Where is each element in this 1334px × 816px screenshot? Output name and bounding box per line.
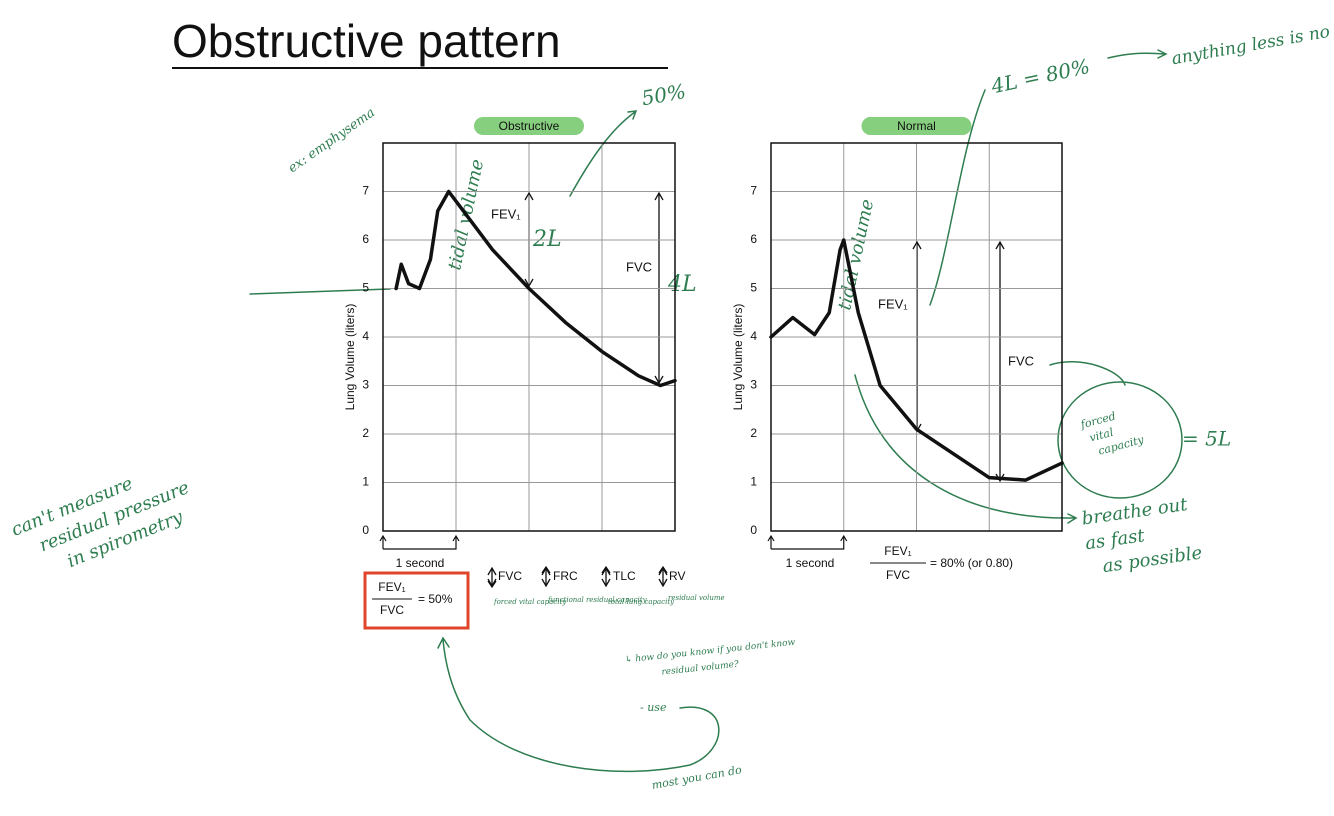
note: ex: emphysema: [286, 105, 378, 176]
y-axis-label: Lung Volume (liters): [343, 304, 357, 411]
plot-frame: [382, 142, 676, 532]
chart-title: Normal: [897, 119, 936, 133]
y-tick-label: 5: [750, 281, 757, 295]
indicators: FVC FRC TLC RV forced vital capacity fun…: [487, 565, 725, 606]
y-axis-label: Lung Volume (liters): [731, 304, 745, 411]
y-tick-label: 7: [362, 184, 369, 198]
y-tick-label: 0: [750, 523, 757, 537]
fev1-label: FEV₁: [878, 296, 908, 311]
arrow-head: [995, 240, 1005, 483]
indicator: RV: [669, 569, 685, 583]
y-tick-label: 6: [362, 232, 369, 246]
y-tick-label: 2: [362, 426, 369, 440]
data-line: [769, 238, 1064, 482]
indicator-note: functional residual capacity: [547, 596, 648, 604]
pointer: [1049, 361, 1126, 386]
arrow-head: [541, 566, 551, 588]
note: 50%: [640, 79, 688, 110]
time-bracket: [767, 534, 848, 550]
chart-title: Obstructive: [499, 119, 560, 133]
fvc-label: FVC: [626, 259, 652, 274]
indicator-note: total lung capacity: [608, 598, 675, 606]
pointer: [1107, 49, 1168, 59]
pointer: [249, 288, 391, 295]
indicator: FRC: [553, 569, 578, 583]
arrow-head: [654, 191, 664, 385]
y-tick-label: 6: [750, 232, 757, 246]
y-tick-label: 4: [750, 329, 757, 343]
data-line: [394, 189, 677, 388]
note: as fast: [1084, 525, 1147, 554]
ratio-numerator: FEV₁: [378, 580, 405, 594]
pointer: [929, 89, 986, 306]
arrow-head: [487, 566, 497, 588]
y-tick-label: 3: [362, 378, 369, 392]
note: 4L = 80%: [988, 54, 1092, 98]
y-tick-label: 1: [750, 475, 757, 489]
indicator: FVC: [498, 569, 522, 583]
time-bracket: [379, 534, 460, 550]
note-circle: [1057, 381, 1183, 499]
arrow-head: [658, 566, 668, 588]
y-tick-label: 7: [750, 184, 757, 198]
arrow-head: [524, 191, 534, 288]
y-tick-label: 5: [362, 281, 369, 295]
fvc-label: FVC: [1008, 353, 1034, 368]
y-tick-label: 4: [362, 329, 369, 343]
arrow-head: [912, 240, 922, 433]
y-tick-label: 1: [362, 475, 369, 489]
indicator: TLC: [613, 569, 636, 583]
note: - use: [640, 701, 667, 714]
note: residual volume?: [661, 660, 739, 678]
note: = 5L: [1182, 427, 1231, 451]
y-tick-label: 2: [750, 426, 757, 440]
y-tick-label: 0: [362, 523, 369, 537]
note: breathe out: [1080, 494, 1189, 530]
note: anything less is no good: [1170, 14, 1334, 70]
note: ↳ how do you know if you don't know: [625, 638, 797, 666]
time-label: 1 second: [396, 556, 445, 570]
pointer: [569, 110, 638, 197]
y-tick-label: 3: [750, 378, 757, 392]
fev1-label: FEV₁: [491, 206, 521, 221]
page-title: Obstructive pattern: [172, 15, 561, 67]
ratio-result: = 50%: [418, 592, 453, 606]
indicator-note: residual volume: [668, 594, 725, 602]
note: most you can do: [651, 763, 743, 792]
ratio-numerator: FEV₁: [884, 544, 911, 558]
note: 4L: [667, 272, 697, 297]
ratio-denominator: FVC: [886, 568, 910, 582]
time-label: 1 second: [786, 556, 835, 570]
note: vital: [1088, 426, 1115, 445]
pointer: [437, 636, 720, 773]
arrow-head: [601, 566, 611, 588]
highlight-box: [363, 571, 470, 630]
indicator-note: forced vital capacity: [493, 598, 567, 606]
title-pill: [474, 117, 584, 135]
ratio-denominator: FVC: [380, 603, 404, 617]
title-pill: [861, 117, 972, 135]
ratio-result: = 80% (or 0.80): [930, 556, 1013, 570]
